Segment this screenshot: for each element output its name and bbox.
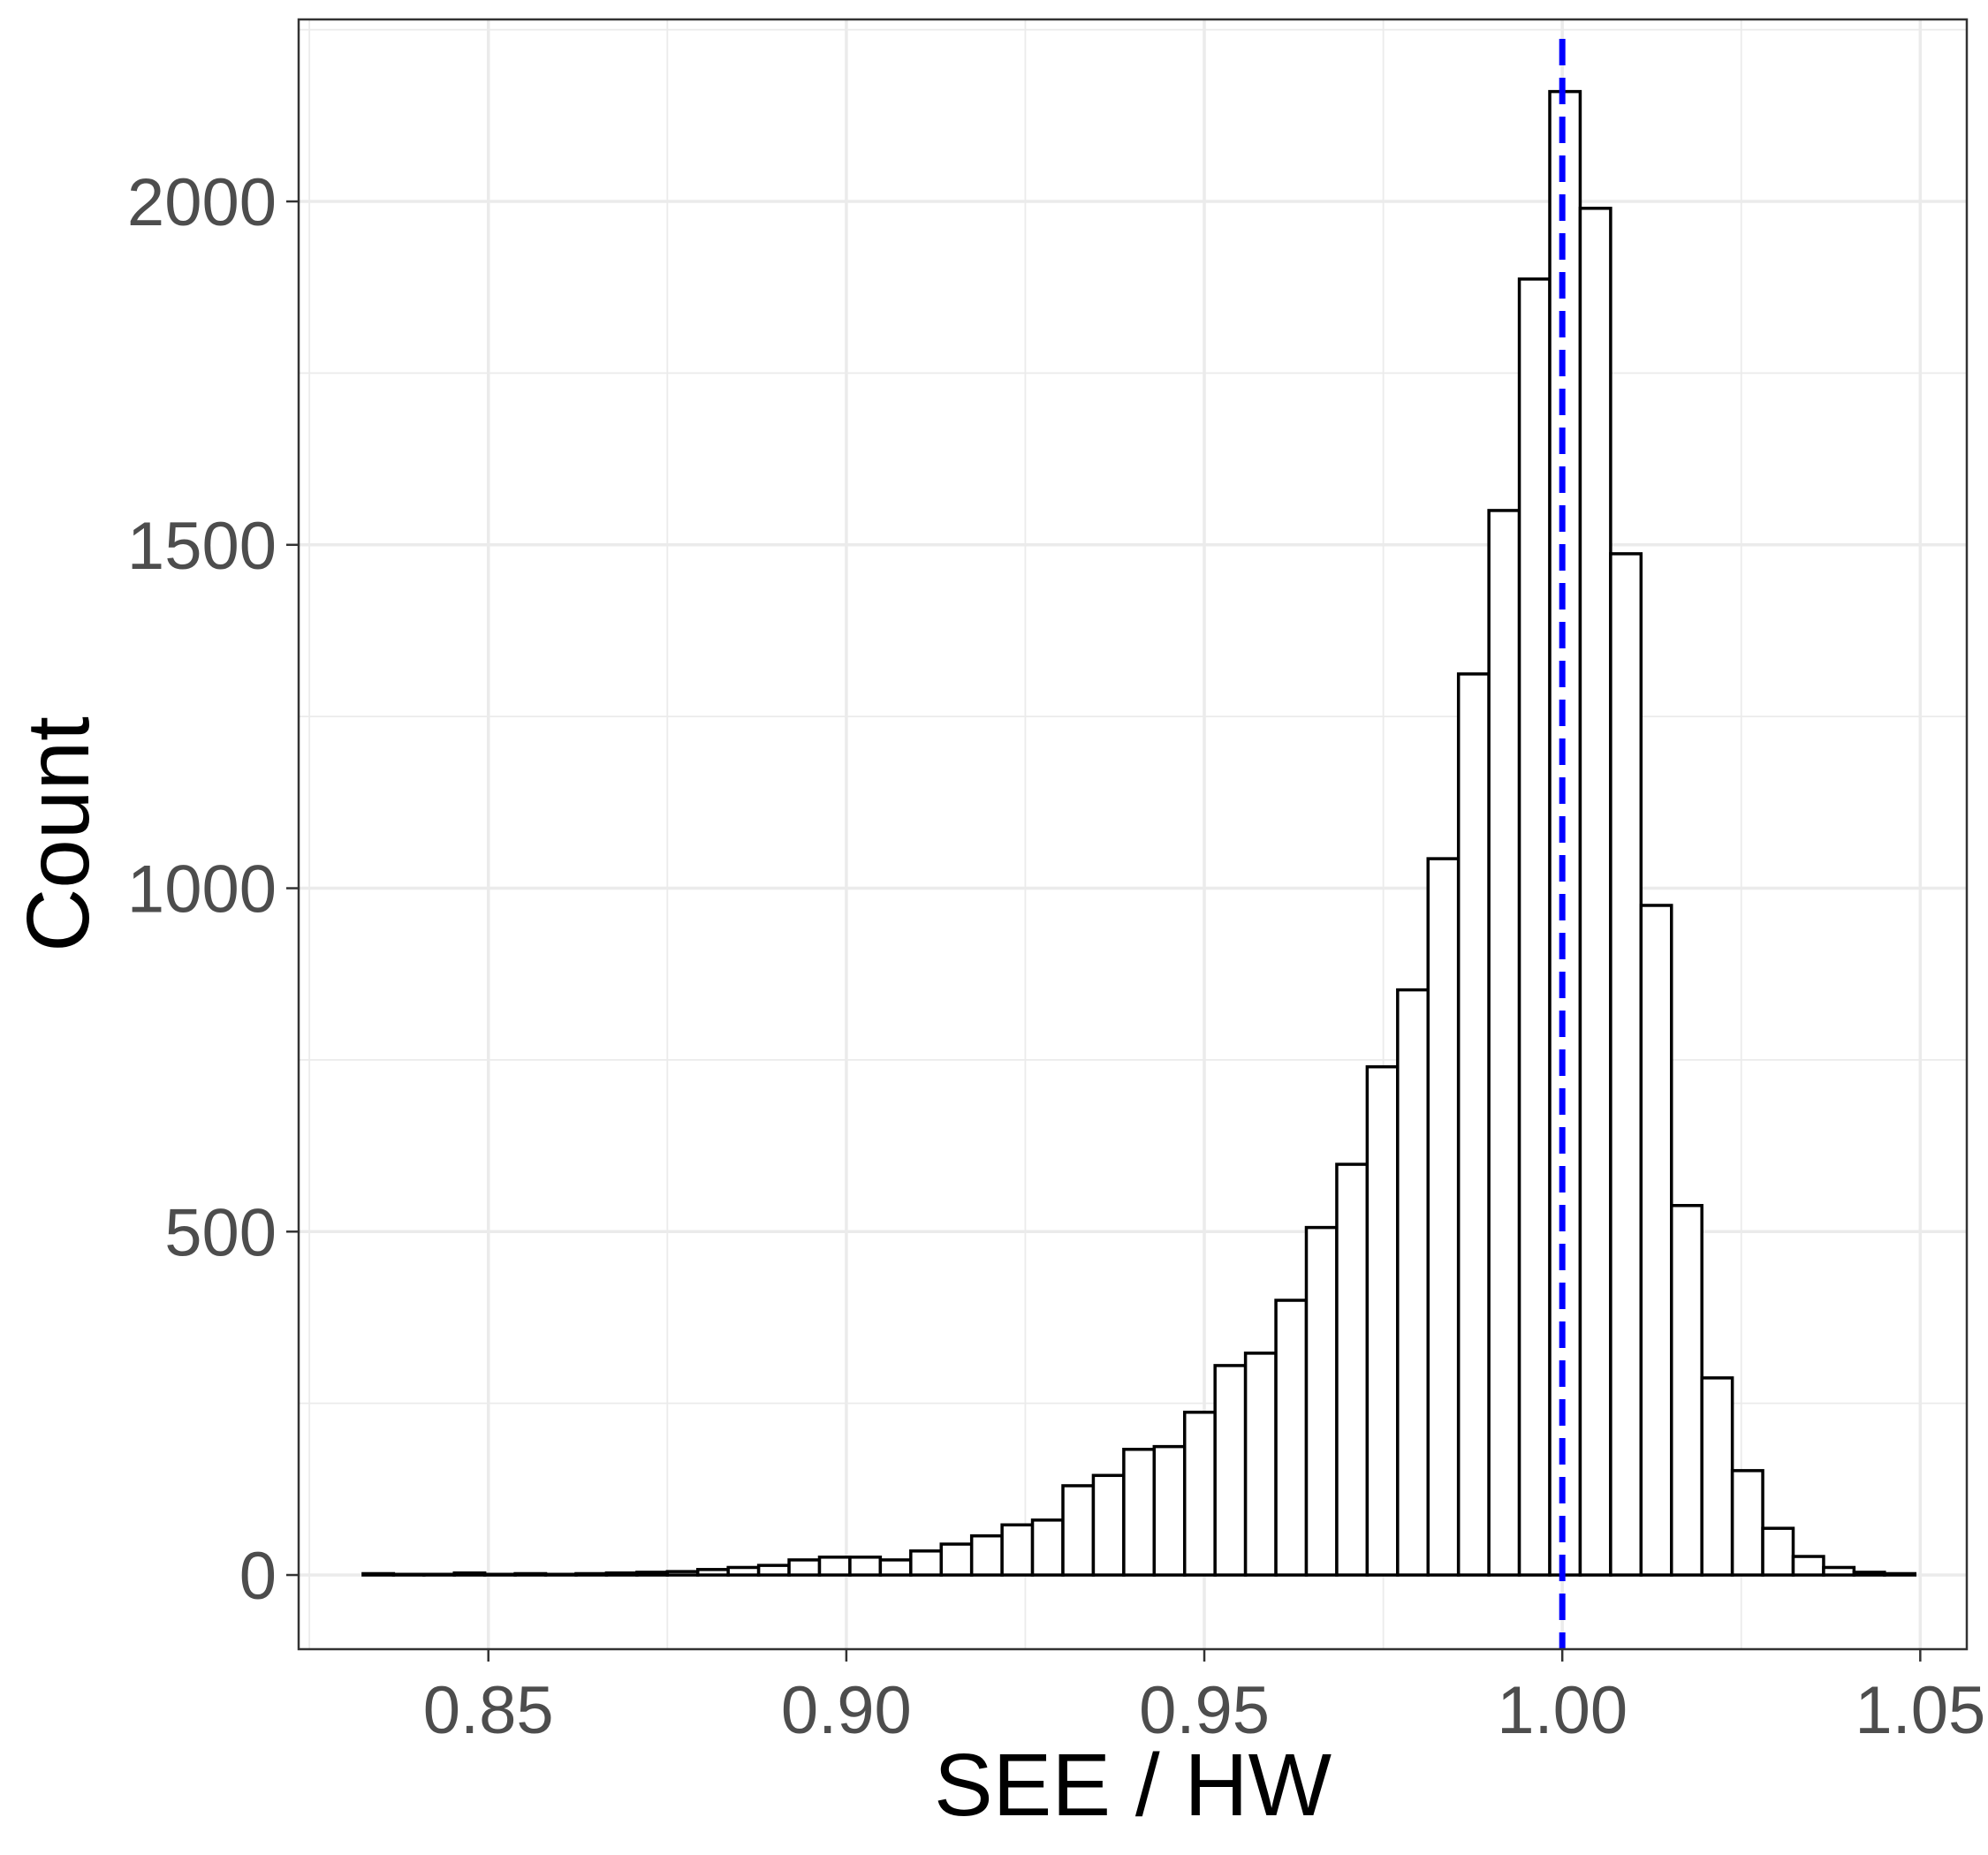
histogram-bar: [1152, 1444, 1187, 1577]
histogram-bar: [969, 1533, 1004, 1577]
histogram-bar: [1670, 1203, 1703, 1577]
histogram-bar: [1578, 207, 1612, 1577]
y-tick-label: 2000: [127, 165, 277, 240]
histogram-bar: [513, 1571, 548, 1577]
histogram-bar: [1609, 552, 1643, 1577]
histogram-bar: [604, 1571, 639, 1577]
histogram-bar: [1822, 1565, 1856, 1577]
histogram-bar: [817, 1556, 852, 1577]
histogram-bar: [1639, 904, 1673, 1577]
histogram-bar: [1122, 1447, 1157, 1577]
histogram-bar: [422, 1572, 456, 1577]
histogram-bar: [878, 1558, 913, 1577]
histogram-bar: [695, 1568, 730, 1577]
histogram-bar: [787, 1558, 822, 1577]
y-tick-label: 1000: [127, 852, 277, 928]
x-tick-label: 1.05: [1855, 1673, 1985, 1748]
histogram-bar: [1426, 857, 1461, 1577]
minor-gridlines: [299, 19, 1967, 1649]
histogram-bar: [848, 1556, 883, 1577]
histogram-bar: [1304, 1225, 1339, 1577]
histogram-bar: [482, 1572, 517, 1577]
x-tick-label: 0.90: [781, 1673, 912, 1748]
histogram-bar: [1700, 1376, 1734, 1577]
histogram-bar: [1456, 672, 1491, 1577]
histogram-bar: [391, 1572, 426, 1577]
histogram-bar: [1365, 1064, 1400, 1577]
histogram-bar: [1243, 1352, 1278, 1577]
histogram-bar: [1213, 1364, 1248, 1577]
histogram-bar: [939, 1542, 974, 1577]
y-axis-title: Count: [9, 716, 108, 952]
histogram-bar: [1487, 509, 1521, 1577]
histogram-bar: [1517, 277, 1552, 1577]
histogram-bar: [635, 1571, 670, 1577]
histogram-bar: [665, 1570, 700, 1577]
axis-ticks: [286, 200, 1922, 1662]
histogram-bar: [1274, 1298, 1309, 1577]
y-tick-label: 1500: [127, 509, 277, 584]
histogram-bar: [1061, 1484, 1096, 1577]
histogram-bar: [452, 1571, 487, 1577]
panel-border: [297, 18, 1969, 1651]
histogram-bar: [756, 1564, 791, 1577]
histogram-bar: [1000, 1523, 1035, 1577]
histogram-bar: [1730, 1469, 1764, 1577]
histogram-bar: [1883, 1571, 1917, 1577]
x-tick-label: 0.95: [1139, 1673, 1270, 1748]
histogram-bar: [1091, 1473, 1126, 1577]
histogram-bar: [574, 1571, 609, 1577]
histogram-bar: [1852, 1571, 1886, 1577]
histogram-bar: [1396, 988, 1430, 1577]
histogram-bars: [361, 89, 1917, 1577]
x-tick-label: 1.00: [1497, 1673, 1628, 1748]
histogram-bar: [1182, 1411, 1217, 1577]
histogram-bar: [361, 1571, 396, 1577]
x-tick-label: 0.85: [423, 1673, 554, 1748]
y-tick-labels: 0 500 1000 1500 2000: [127, 165, 277, 1614]
x-axis-title: SEE / HW: [934, 1736, 1332, 1835]
histogram-bar: [909, 1549, 943, 1577]
histogram-bar: [1335, 1162, 1370, 1577]
histogram-bar: [726, 1565, 761, 1577]
x-tick-labels: 0.85 0.90 0.95 1.00 1.05: [423, 1673, 1986, 1748]
histogram-bar: [1030, 1518, 1065, 1577]
histogram-bar: [543, 1572, 578, 1577]
histogram-bar: [1761, 1526, 1795, 1577]
y-tick-label: 500: [164, 1195, 277, 1270]
histogram-bar: [1791, 1555, 1825, 1577]
y-tick-label: 0: [239, 1539, 277, 1614]
